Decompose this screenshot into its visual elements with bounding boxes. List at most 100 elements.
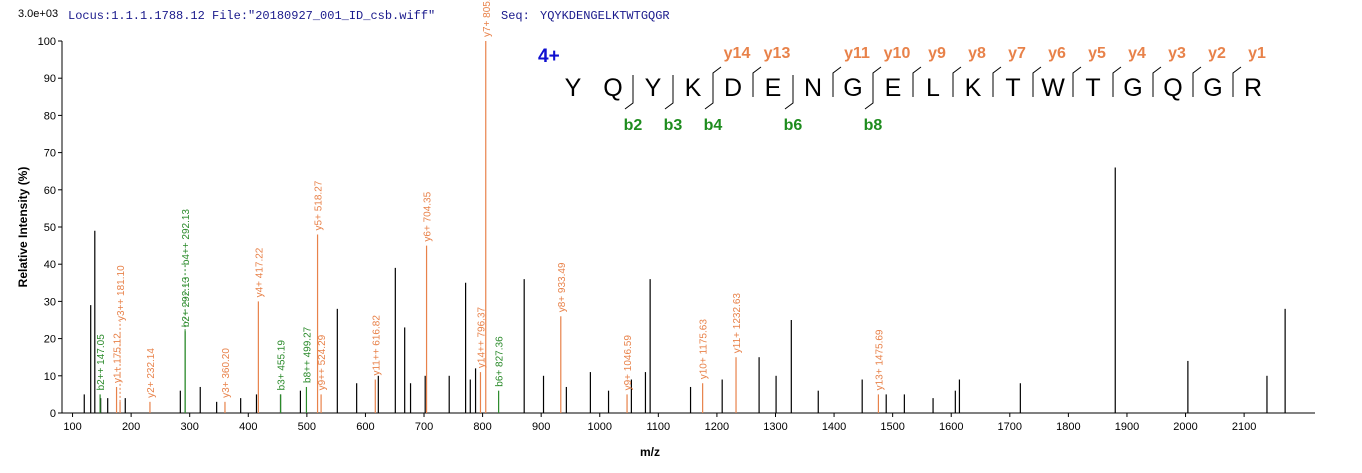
- y-tick-label: 10: [44, 371, 56, 383]
- x-tick-label: 1600: [939, 421, 963, 433]
- x-tick-label: 800: [473, 421, 491, 433]
- seq-header: YQYKDENGELKTWTGQGR: [540, 9, 670, 23]
- y-break: [1072, 66, 1082, 97]
- peak-label: y5+ 518.27: [314, 180, 325, 230]
- y-break: [912, 66, 922, 97]
- residue: L: [926, 74, 940, 102]
- y-tick-label: 20: [44, 334, 56, 346]
- b-break: [624, 75, 634, 110]
- y-break: [872, 66, 882, 97]
- peak-label: y4+ 417.22: [254, 247, 265, 297]
- y-ion-label: y3: [1168, 45, 1186, 62]
- residue: R: [1244, 74, 1262, 102]
- x-tick-label: 200: [122, 421, 140, 433]
- peak-label: y2+ 232.14: [146, 348, 157, 398]
- seq-label: Seq:: [501, 9, 530, 23]
- x-tick-label: 2000: [1173, 421, 1197, 433]
- peak-label: y3++ 181.10: [116, 265, 127, 321]
- scale-label: 3.0e+03: [18, 8, 58, 20]
- residue: D: [724, 74, 742, 102]
- y-tick-label: 100: [38, 36, 56, 48]
- residue: G: [1203, 74, 1222, 102]
- x-tick-label: 1400: [822, 421, 846, 433]
- x-tick-label: 900: [532, 421, 550, 433]
- x-tick-label: 2100: [1232, 421, 1256, 433]
- peak-label: y8+ 933.49: [557, 262, 568, 312]
- peak-label: y14++ 796.37: [476, 306, 487, 368]
- y-ion-label: y5: [1088, 45, 1106, 62]
- residue: G: [1123, 74, 1142, 102]
- peak-label: y3+ 360.20: [221, 348, 232, 398]
- x-axis-label: m/z: [640, 445, 660, 459]
- b-ion-label: b3: [664, 117, 683, 134]
- peak-label: b6+ 827.36: [495, 336, 506, 387]
- residue: K: [685, 74, 702, 102]
- y-break: [1232, 66, 1242, 97]
- y-ion-label: y8: [968, 45, 986, 62]
- charge-label: 4+: [538, 46, 560, 67]
- residue: N: [804, 74, 822, 102]
- x-tick-label: 400: [239, 421, 257, 433]
- b-break: [864, 75, 874, 110]
- x-tick-label: 1800: [1056, 421, 1080, 433]
- x-tick-label: 1900: [1115, 421, 1139, 433]
- peak-label: y1+ 175.12: [113, 333, 124, 383]
- x-tick-label: 1500: [880, 421, 904, 433]
- y-ion-label: y6: [1048, 45, 1066, 62]
- x-tick-label: 1200: [705, 421, 729, 433]
- peak-label: y13+ 1475.69: [874, 329, 885, 390]
- peak-label: y9+ 1046.59: [623, 335, 634, 391]
- b-ion-label: b8: [864, 117, 883, 134]
- peak-label: b2++ 147.05: [96, 334, 107, 391]
- x-tick-label: 600: [356, 421, 374, 433]
- y-ion-label: y9: [928, 45, 946, 62]
- residue: Q: [603, 74, 622, 102]
- y-break: [712, 66, 722, 97]
- y-break: [992, 66, 1002, 97]
- b-break: [704, 75, 714, 110]
- peak-label: y11++ 616.82: [371, 315, 382, 376]
- y-tick-label: 80: [44, 110, 56, 122]
- y-tick-label: 30: [44, 296, 56, 308]
- residue: W: [1041, 74, 1065, 102]
- y-tick-label: 0: [50, 408, 56, 420]
- residue: Y: [565, 74, 582, 102]
- y-axis-label: Relative Intensity (%): [16, 167, 30, 288]
- y-ion-label: y14: [724, 45, 751, 62]
- residue: E: [765, 74, 782, 102]
- b-ion-label: b2: [624, 117, 643, 134]
- y-break: [1032, 66, 1042, 97]
- x-tick-label: 100: [63, 421, 81, 433]
- peak-label: y11+ 1232.63: [732, 293, 743, 354]
- peak-label: y10+ 1175.63: [699, 319, 710, 380]
- peak-label: y6+ 704.35: [423, 191, 434, 241]
- residue: T: [1005, 74, 1020, 102]
- y-tick-label: 40: [44, 259, 56, 271]
- y-tick-label: 90: [44, 73, 56, 85]
- peak-label: b8++ 499.27: [302, 326, 313, 383]
- residue: G: [843, 74, 862, 102]
- x-tick-label: 1300: [763, 421, 787, 433]
- y-tick-label: 50: [44, 222, 56, 234]
- peak-label: b4++ 292.13: [181, 209, 192, 266]
- x-tick-label: 700: [415, 421, 433, 433]
- y-tick-label: 70: [44, 148, 56, 160]
- y-ion-label: y10: [884, 45, 911, 62]
- b-ion-label: b4: [704, 117, 723, 134]
- peak-label: b3+ 455.19: [277, 340, 288, 391]
- x-tick-label: 500: [298, 421, 316, 433]
- y-ion-label: y1: [1248, 45, 1266, 62]
- y-ion-label: y4: [1128, 45, 1146, 62]
- b-break: [784, 75, 794, 110]
- y-break: [1152, 66, 1162, 97]
- y-break: [832, 66, 842, 97]
- y-ion-label: y2: [1208, 45, 1226, 62]
- y-break: [1112, 66, 1122, 97]
- b-break: [664, 75, 674, 110]
- residue: T: [1085, 74, 1100, 102]
- y-break: [1192, 66, 1202, 97]
- y-ion-label: y11: [844, 45, 870, 62]
- x-tick-label: 1100: [647, 421, 671, 433]
- residue: Q: [1163, 74, 1182, 102]
